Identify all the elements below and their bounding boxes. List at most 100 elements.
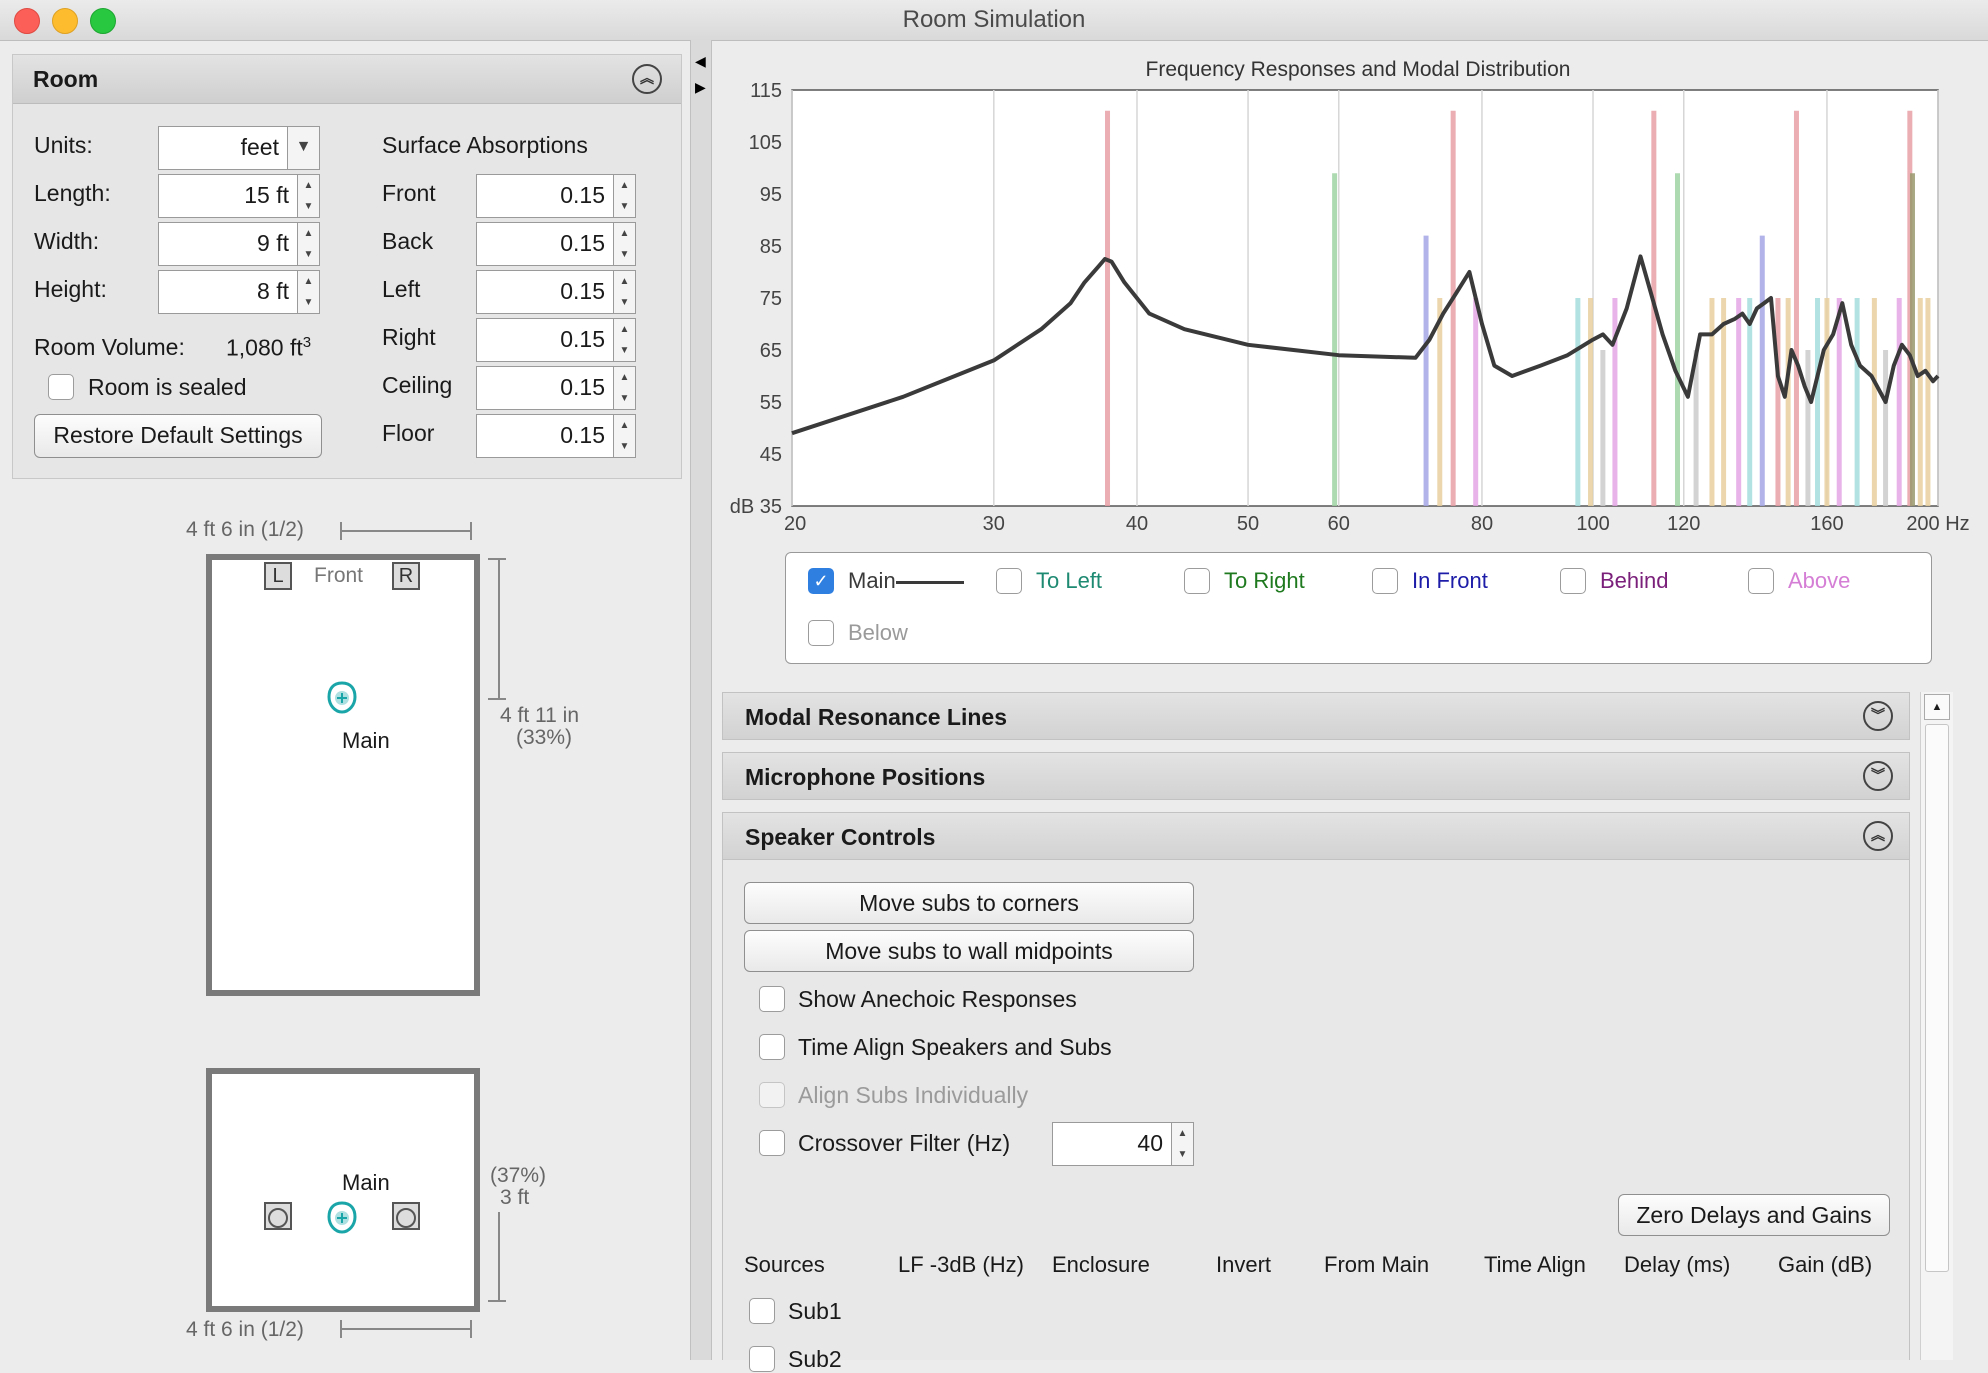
front-absorption-stepper[interactable]: ▲ ▼	[614, 174, 636, 218]
column-header: Enclosure	[1052, 1252, 1150, 1277]
column-header: Time Align	[1484, 1252, 1586, 1277]
back-absorption-field[interactable]: 0.15	[476, 222, 614, 266]
dimension-tick	[340, 1320, 342, 1338]
chevron-down-icon[interactable]: ▼	[288, 126, 320, 170]
left-absorption-field[interactable]: 0.15	[476, 270, 614, 314]
legend-below-label: Below	[848, 620, 908, 645]
collapse-icon[interactable]: ︽	[1863, 821, 1893, 851]
modal-resonance-title: Modal Resonance Lines	[745, 704, 1008, 730]
length-stepper[interactable]: ▲ ▼	[298, 174, 320, 218]
units-label: Units:	[34, 132, 93, 158]
height-stepper[interactable]: ▲ ▼	[298, 270, 320, 314]
side-listener-label: Main	[342, 1170, 390, 1195]
sub-speaker-icon[interactable]	[392, 1202, 420, 1230]
x-tick-label: 120	[1667, 513, 1700, 534]
move-subs-corners-button[interactable]: Move subs to corners	[744, 882, 1194, 924]
column-header: LF -3dB (Hz)	[898, 1252, 1024, 1277]
listener-icon[interactable]	[326, 680, 358, 716]
right-absorption-label: Right	[382, 324, 436, 350]
modal-resonance-section-header[interactable]: Modal Resonance Lines ︾	[722, 692, 1910, 740]
chart-title: Frequency Responses and Modal Distributi…	[1146, 58, 1571, 81]
move-subs-midpoints-button[interactable]: Move subs to wall midpoints	[744, 930, 1194, 972]
front-absorption-field[interactable]: 0.15	[476, 174, 614, 218]
expand-icon[interactable]: ︾	[1863, 701, 1893, 731]
crossover-field[interactable]: 40	[1052, 1122, 1172, 1166]
legend-in-front-checkbox[interactable]	[1372, 568, 1398, 594]
expand-icon[interactable]: ︾	[1863, 761, 1893, 791]
x-tick-label: 60	[1328, 513, 1350, 534]
plan-top-dimension: 4 ft 6 in (1/2)	[186, 518, 304, 541]
units-select[interactable]: feet	[158, 126, 288, 170]
legend-above-checkbox[interactable]	[1748, 568, 1774, 594]
floor-absorption-label: Floor	[382, 420, 435, 446]
restore-defaults-button[interactable]: Restore Default Settings	[34, 414, 322, 458]
plan-side-dimension: 4 ft 11 in	[500, 704, 579, 727]
back-absorption-stepper[interactable]: ▲ ▼	[614, 222, 636, 266]
room-panel-header[interactable]: Room ︽	[13, 55, 681, 104]
room-sealed-label: Room is sealed	[88, 374, 247, 400]
divider-arrows-icon[interactable]: ◀ ▶	[695, 53, 706, 95]
legend-below-checkbox[interactable]	[808, 620, 834, 646]
room-sealed-checkbox[interactable]	[48, 374, 74, 400]
width-field[interactable]: 9 ft	[158, 222, 298, 266]
legend-behind-checkbox[interactable]	[1560, 568, 1586, 594]
crossover-checkbox[interactable]	[759, 1130, 785, 1156]
column-header: From Main	[1324, 1252, 1430, 1277]
frequency-response-chart: Frequency Responses and Modal Distributi…	[730, 58, 1970, 534]
legend-to-left-checkbox[interactable]	[996, 568, 1022, 594]
side-dimension: 3 ft	[500, 1186, 530, 1209]
legend-main-checkbox[interactable]: ✓	[808, 568, 834, 594]
y-tick-label: dB 35	[730, 496, 782, 518]
front-absorption-label: Front	[382, 180, 436, 206]
vertical-scrollbar[interactable]: ▲	[1920, 692, 1953, 1360]
right-absorption-stepper[interactable]: ▲ ▼	[614, 318, 636, 362]
zoom-window-button[interactable]	[90, 8, 116, 34]
scroll-up-icon[interactable]: ▲	[1924, 694, 1950, 720]
x-tick-label: 20	[784, 513, 806, 534]
floor-absorption-stepper[interactable]: ▲ ▼	[614, 414, 636, 458]
y-tick-label: 45	[760, 444, 782, 466]
dimension-tick	[340, 522, 342, 540]
speaker-controls-section-header[interactable]: Speaker Controls ︽	[722, 812, 1910, 860]
minimize-window-button[interactable]	[52, 8, 78, 34]
sub1-checkbox[interactable]	[749, 1298, 775, 1324]
ceiling-absorption-stepper[interactable]: ▲ ▼	[614, 366, 636, 410]
length-field[interactable]: 15 ft	[158, 174, 298, 218]
right-speaker[interactable]: R	[392, 562, 420, 590]
legend-to-right-checkbox[interactable]	[1184, 568, 1210, 594]
zero-delays-gains-button[interactable]: Zero Delays and Gains	[1618, 1194, 1890, 1236]
crossover-stepper[interactable]: ▲ ▼	[1172, 1122, 1194, 1166]
time-align-checkbox[interactable]	[759, 1034, 785, 1060]
room-plan-view[interactable]	[206, 554, 480, 996]
floor-absorption-field[interactable]: 0.15	[476, 414, 614, 458]
plan-side-percentage: (33%)	[516, 726, 573, 749]
height-field[interactable]: 8 ft	[158, 270, 298, 314]
split-pane-divider[interactable]: ◀ ▶	[690, 40, 712, 1360]
left-absorption-stepper[interactable]: ▲ ▼	[614, 270, 636, 314]
microphone-positions-section-header[interactable]: Microphone Positions ︾	[722, 752, 1910, 800]
collapse-icon[interactable]: ︽	[632, 64, 662, 94]
left-speaker[interactable]: L	[264, 562, 292, 590]
width-stepper[interactable]: ▲ ▼	[298, 222, 320, 266]
y-tick-label: 65	[760, 340, 782, 362]
dimension-tick	[488, 698, 506, 700]
sub1-label: Sub1	[788, 1298, 842, 1324]
sub2-checkbox[interactable]	[749, 1346, 775, 1372]
align-individually-checkbox[interactable]	[759, 1082, 785, 1108]
sub-speaker-icon[interactable]	[264, 1202, 292, 1230]
room-side-view[interactable]	[206, 1068, 480, 1312]
anechoic-checkbox[interactable]	[759, 986, 785, 1012]
room-panel: Room ︽	[12, 54, 682, 479]
y-tick-label: 75	[760, 288, 782, 310]
scrollbar-thumb[interactable]	[1925, 724, 1949, 1272]
close-window-button[interactable]	[14, 8, 40, 34]
room-volume-label: Room Volume:	[34, 334, 185, 360]
right-absorption-field[interactable]: 0.15	[476, 318, 614, 362]
x-tick-label: 200 Hz	[1906, 513, 1969, 534]
legend-main-label: Main	[848, 568, 896, 593]
ceiling-absorption-field[interactable]: 0.15	[476, 366, 614, 410]
listener-icon[interactable]	[326, 1200, 358, 1236]
y-tick-label: 95	[760, 184, 782, 206]
crossover-label: Crossover Filter (Hz)	[798, 1130, 1011, 1156]
left-absorption-label: Left	[382, 276, 421, 302]
